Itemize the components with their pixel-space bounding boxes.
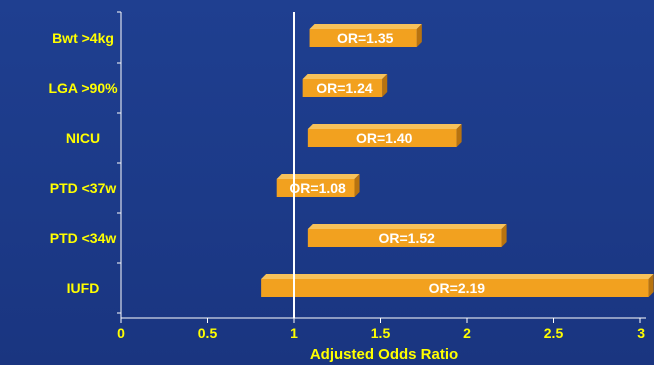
bar-front-face	[307, 229, 502, 247]
bar-value-label: OR=2.19	[429, 280, 486, 296]
category-label: PTD <37w	[50, 180, 117, 196]
bar-side-face	[416, 24, 422, 47]
bar-front-face	[261, 279, 649, 297]
bar-top-face	[307, 224, 507, 229]
bar	[309, 24, 422, 47]
bar-value-label: OR=1.08	[289, 180, 346, 196]
x-tick-label: 0	[117, 325, 125, 341]
category-label: IUFD	[67, 280, 100, 296]
bar-top-face	[307, 124, 462, 129]
x-tick-label: 2.5	[544, 325, 564, 341]
bar-value-label: OR=1.52	[379, 230, 436, 246]
x-tick-label: 0.5	[198, 325, 218, 341]
bar-value-label: OR=1.40	[356, 130, 413, 146]
bar	[307, 224, 507, 247]
bar-top-face	[302, 74, 388, 79]
category-label: PTD <34w	[50, 230, 117, 246]
category-label: LGA >90%	[48, 80, 118, 96]
bar-top-face	[261, 274, 654, 279]
bar-side-face	[501, 224, 507, 247]
bar-front-face	[307, 129, 457, 147]
bar-value-label: OR=1.35	[337, 30, 394, 46]
x-tick-label: 1	[290, 325, 298, 341]
x-tick-label: 3	[637, 325, 645, 341]
bar-top-face	[276, 174, 360, 179]
category-label: Bwt >4kg	[52, 30, 114, 46]
bar-side-face	[456, 124, 462, 147]
bar-side-face	[382, 74, 388, 97]
bar-side-face	[354, 174, 360, 197]
bar	[276, 174, 360, 197]
category-label: NICU	[66, 130, 100, 146]
bar-value-label: OR=1.24	[316, 80, 373, 96]
x-tick-label: 2	[463, 325, 471, 341]
bar-front-face	[309, 29, 417, 47]
bar-top-face	[309, 24, 422, 29]
x-axis-title: Adjusted Odds Ratio	[310, 346, 458, 363]
x-tick-label: 1.5	[371, 325, 391, 341]
bar	[302, 74, 388, 97]
bar	[307, 124, 462, 147]
bar-front-face	[276, 179, 355, 197]
bar-side-face	[648, 274, 654, 297]
bar-front-face	[302, 79, 383, 97]
bar	[261, 274, 654, 297]
